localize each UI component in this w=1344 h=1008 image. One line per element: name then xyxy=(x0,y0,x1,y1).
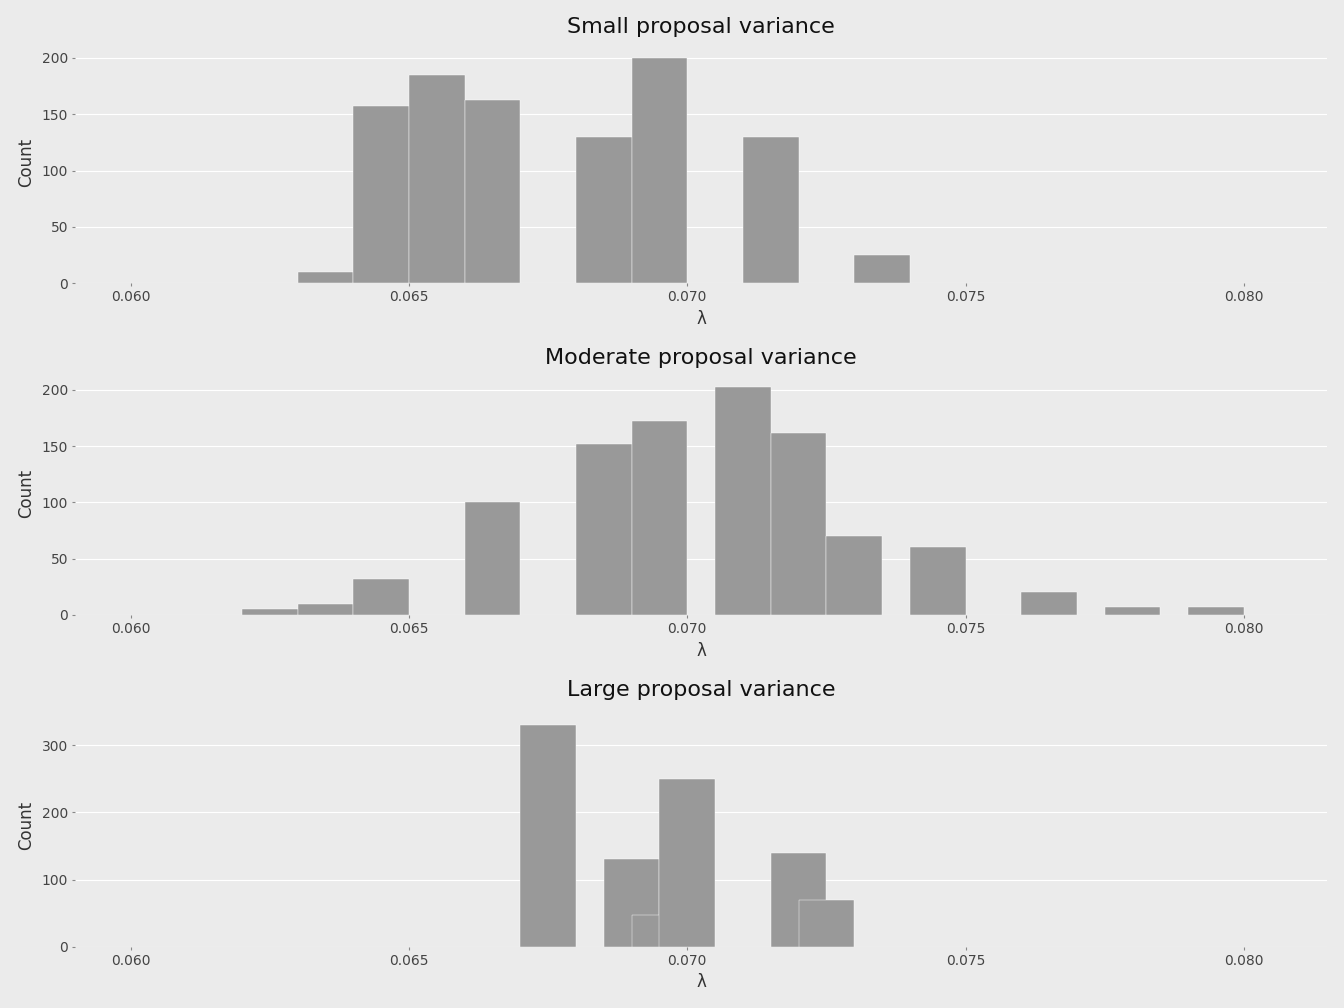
Bar xyxy=(575,137,632,283)
Bar xyxy=(798,900,855,947)
Bar xyxy=(827,536,882,615)
Bar xyxy=(743,137,798,283)
Bar xyxy=(603,860,660,947)
Bar xyxy=(632,57,687,283)
Y-axis label: Count: Count xyxy=(16,470,35,518)
Bar xyxy=(465,100,520,283)
Bar xyxy=(1105,607,1160,615)
Bar xyxy=(1188,607,1243,615)
Bar xyxy=(353,106,409,283)
Y-axis label: Count: Count xyxy=(16,801,35,851)
Bar xyxy=(632,914,687,947)
Title: Moderate proposal variance: Moderate proposal variance xyxy=(546,349,857,369)
Bar xyxy=(1021,593,1077,615)
Y-axis label: Count: Count xyxy=(16,137,35,186)
Bar xyxy=(297,604,353,615)
Title: Large proposal variance: Large proposal variance xyxy=(567,680,836,701)
Bar xyxy=(910,547,965,615)
X-axis label: λ: λ xyxy=(696,974,706,991)
Bar xyxy=(770,853,827,947)
Bar xyxy=(297,272,353,283)
Title: Small proposal variance: Small proposal variance xyxy=(567,17,835,36)
Bar xyxy=(715,387,770,615)
X-axis label: λ: λ xyxy=(696,309,706,328)
Bar xyxy=(242,610,297,615)
Bar xyxy=(660,778,715,947)
Bar xyxy=(465,502,520,615)
Bar xyxy=(520,725,575,947)
Bar xyxy=(409,75,465,283)
Bar xyxy=(855,255,910,283)
Bar xyxy=(353,579,409,615)
Bar xyxy=(575,444,632,615)
Bar xyxy=(632,421,687,615)
Bar xyxy=(770,432,827,615)
X-axis label: λ: λ xyxy=(696,641,706,659)
